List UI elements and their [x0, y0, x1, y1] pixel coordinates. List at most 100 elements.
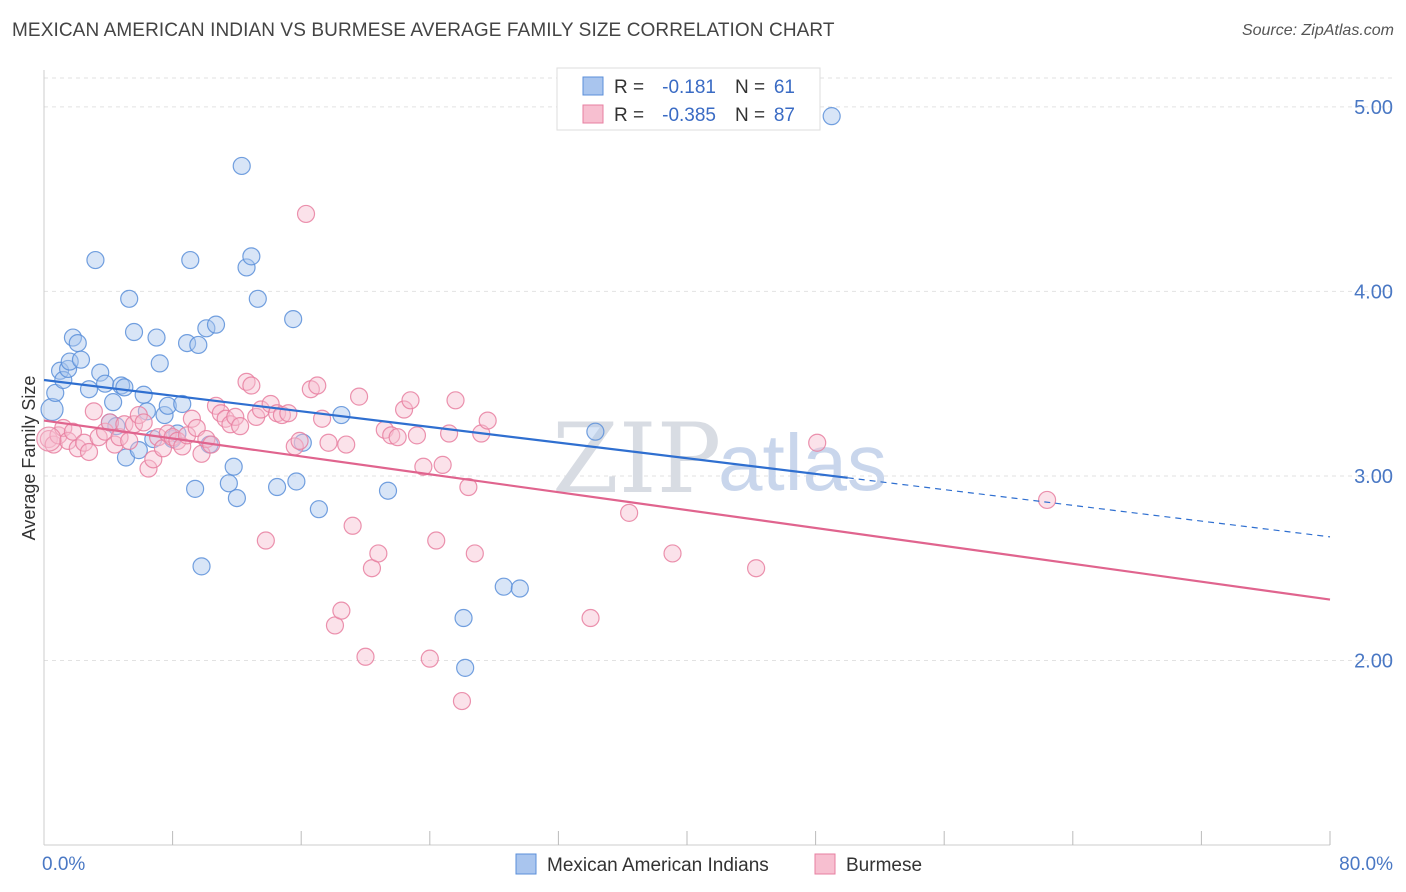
point-burmese [349, 387, 369, 406]
point-mexican-american-indians [177, 333, 197, 353]
point-mexican-american-indians [95, 374, 115, 393]
point-mexican-american-indians [68, 333, 87, 353]
point-mexican-american-indians [134, 385, 153, 404]
point-burmese [134, 413, 153, 432]
y-tick-label: 2.00 [1354, 650, 1393, 672]
point-mexican-american-indians [150, 354, 169, 373]
point-mexican-american-indians [120, 289, 139, 308]
point-burmese [401, 391, 420, 410]
series-name-burmese: Burmese [846, 855, 922, 876]
correlation-legend: R = -0.181 N = 61 R = -0.385 N = 87 [556, 67, 821, 131]
point-burmese [332, 601, 351, 620]
series-swatch-mexican-american-indians [515, 853, 537, 875]
point-burmese [382, 426, 401, 445]
point-burmese [433, 455, 452, 474]
y-tick-labels: 2.00 3.00 4.00 5.00 [1354, 97, 1393, 673]
point-mexican-american-indians [54, 370, 73, 390]
y-tick-label: 4.00 [1354, 281, 1393, 303]
trend-line-dashed-mexican-american-indians [847, 477, 1331, 538]
point-burmese [343, 516, 362, 535]
point-burmese [36, 426, 62, 452]
point-burmese [256, 531, 275, 550]
point-mexican-american-indians [456, 658, 475, 677]
point-burmese [59, 431, 78, 450]
point-burmese [620, 503, 639, 522]
point-burmese [407, 426, 427, 445]
point-mexican-american-indians [192, 557, 211, 576]
legend-n-value: 61 [774, 77, 795, 98]
point-mexican-american-indians [378, 481, 398, 500]
point-mexican-american-indians [173, 394, 192, 414]
point-burmese [279, 404, 298, 423]
point-mexican-american-indians [181, 250, 200, 270]
legend-r-value: -0.385 [662, 105, 716, 126]
point-mexican-american-indians [158, 396, 177, 415]
legend-r-label: R = [614, 105, 644, 126]
point-mexican-american-indians [124, 322, 144, 342]
point-mexican-american-indians [46, 383, 65, 403]
legend-r-label: R = [614, 77, 644, 98]
point-burmese [120, 431, 139, 450]
point-burmese [84, 402, 103, 421]
series-swatch-burmese [814, 853, 836, 875]
legend-swatch-pink [582, 104, 604, 124]
data-points [36, 107, 1057, 711]
point-mexican-american-indians [60, 352, 79, 371]
legend-swatch-blue [582, 76, 604, 96]
point-mexican-american-indians [129, 441, 148, 460]
point-burmese [369, 544, 388, 563]
trend-line-burmese [43, 419, 1331, 601]
point-burmese [139, 459, 158, 478]
point-burmese [242, 376, 261, 395]
point-burmese [465, 544, 484, 563]
point-burmese [427, 531, 446, 550]
point-mexican-american-indians [510, 579, 529, 598]
point-mexican-american-indians [86, 250, 105, 270]
point-mexican-american-indians [59, 359, 78, 379]
point-burmese [182, 409, 201, 428]
point-burmese [308, 376, 327, 395]
point-mexican-american-indians [586, 422, 605, 441]
point-mexican-american-indians [206, 315, 226, 334]
point-burmese [420, 649, 439, 668]
point-burmese [581, 608, 600, 628]
point-mexican-american-indians [224, 457, 243, 476]
point-mexican-american-indians [115, 378, 134, 397]
source-label: Source: ZipAtlas.com [1241, 22, 1394, 39]
point-mexican-american-indians [284, 310, 303, 329]
point-burmese [459, 477, 478, 497]
legend-n-value: 87 [774, 105, 795, 126]
point-burmese [272, 405, 292, 425]
point-burmese [337, 435, 356, 454]
x-tick-label-min: 0.0% [42, 854, 85, 875]
point-burmese [39, 429, 58, 449]
legend-n-label: N = [735, 77, 765, 98]
point-mexican-american-indians [71, 350, 91, 369]
point-mexican-american-indians [40, 397, 64, 422]
series-legend: Mexican American Indians Burmese [515, 853, 922, 876]
point-burmese [663, 544, 682, 563]
point-burmese [414, 457, 433, 476]
point-burmese [452, 691, 472, 711]
point-burmese [226, 407, 245, 427]
point-burmese [388, 428, 407, 447]
legend-r-value: -0.181 [662, 77, 716, 98]
point-burmese [100, 413, 120, 432]
point-mexican-american-indians [186, 479, 205, 498]
point-mexican-american-indians [104, 393, 123, 412]
point-burmese [446, 391, 465, 410]
y-tick-label: 3.00 [1354, 466, 1393, 488]
point-burmese [478, 411, 497, 430]
series-name-mexican-american-indians: Mexican American Indians [547, 855, 769, 876]
point-mexican-american-indians [309, 500, 328, 519]
point-mexican-american-indians [248, 289, 267, 308]
point-mexican-american-indians [242, 247, 261, 266]
point-burmese [173, 437, 192, 456]
point-burmese [44, 435, 63, 454]
point-burmese [63, 422, 83, 441]
point-mexican-american-indians [237, 258, 256, 277]
point-burmese [296, 204, 316, 224]
trend-line-mexican-american-indians [43, 378, 848, 479]
x-tick-label-max: 80.0% [1339, 854, 1393, 875]
point-burmese [319, 433, 338, 452]
